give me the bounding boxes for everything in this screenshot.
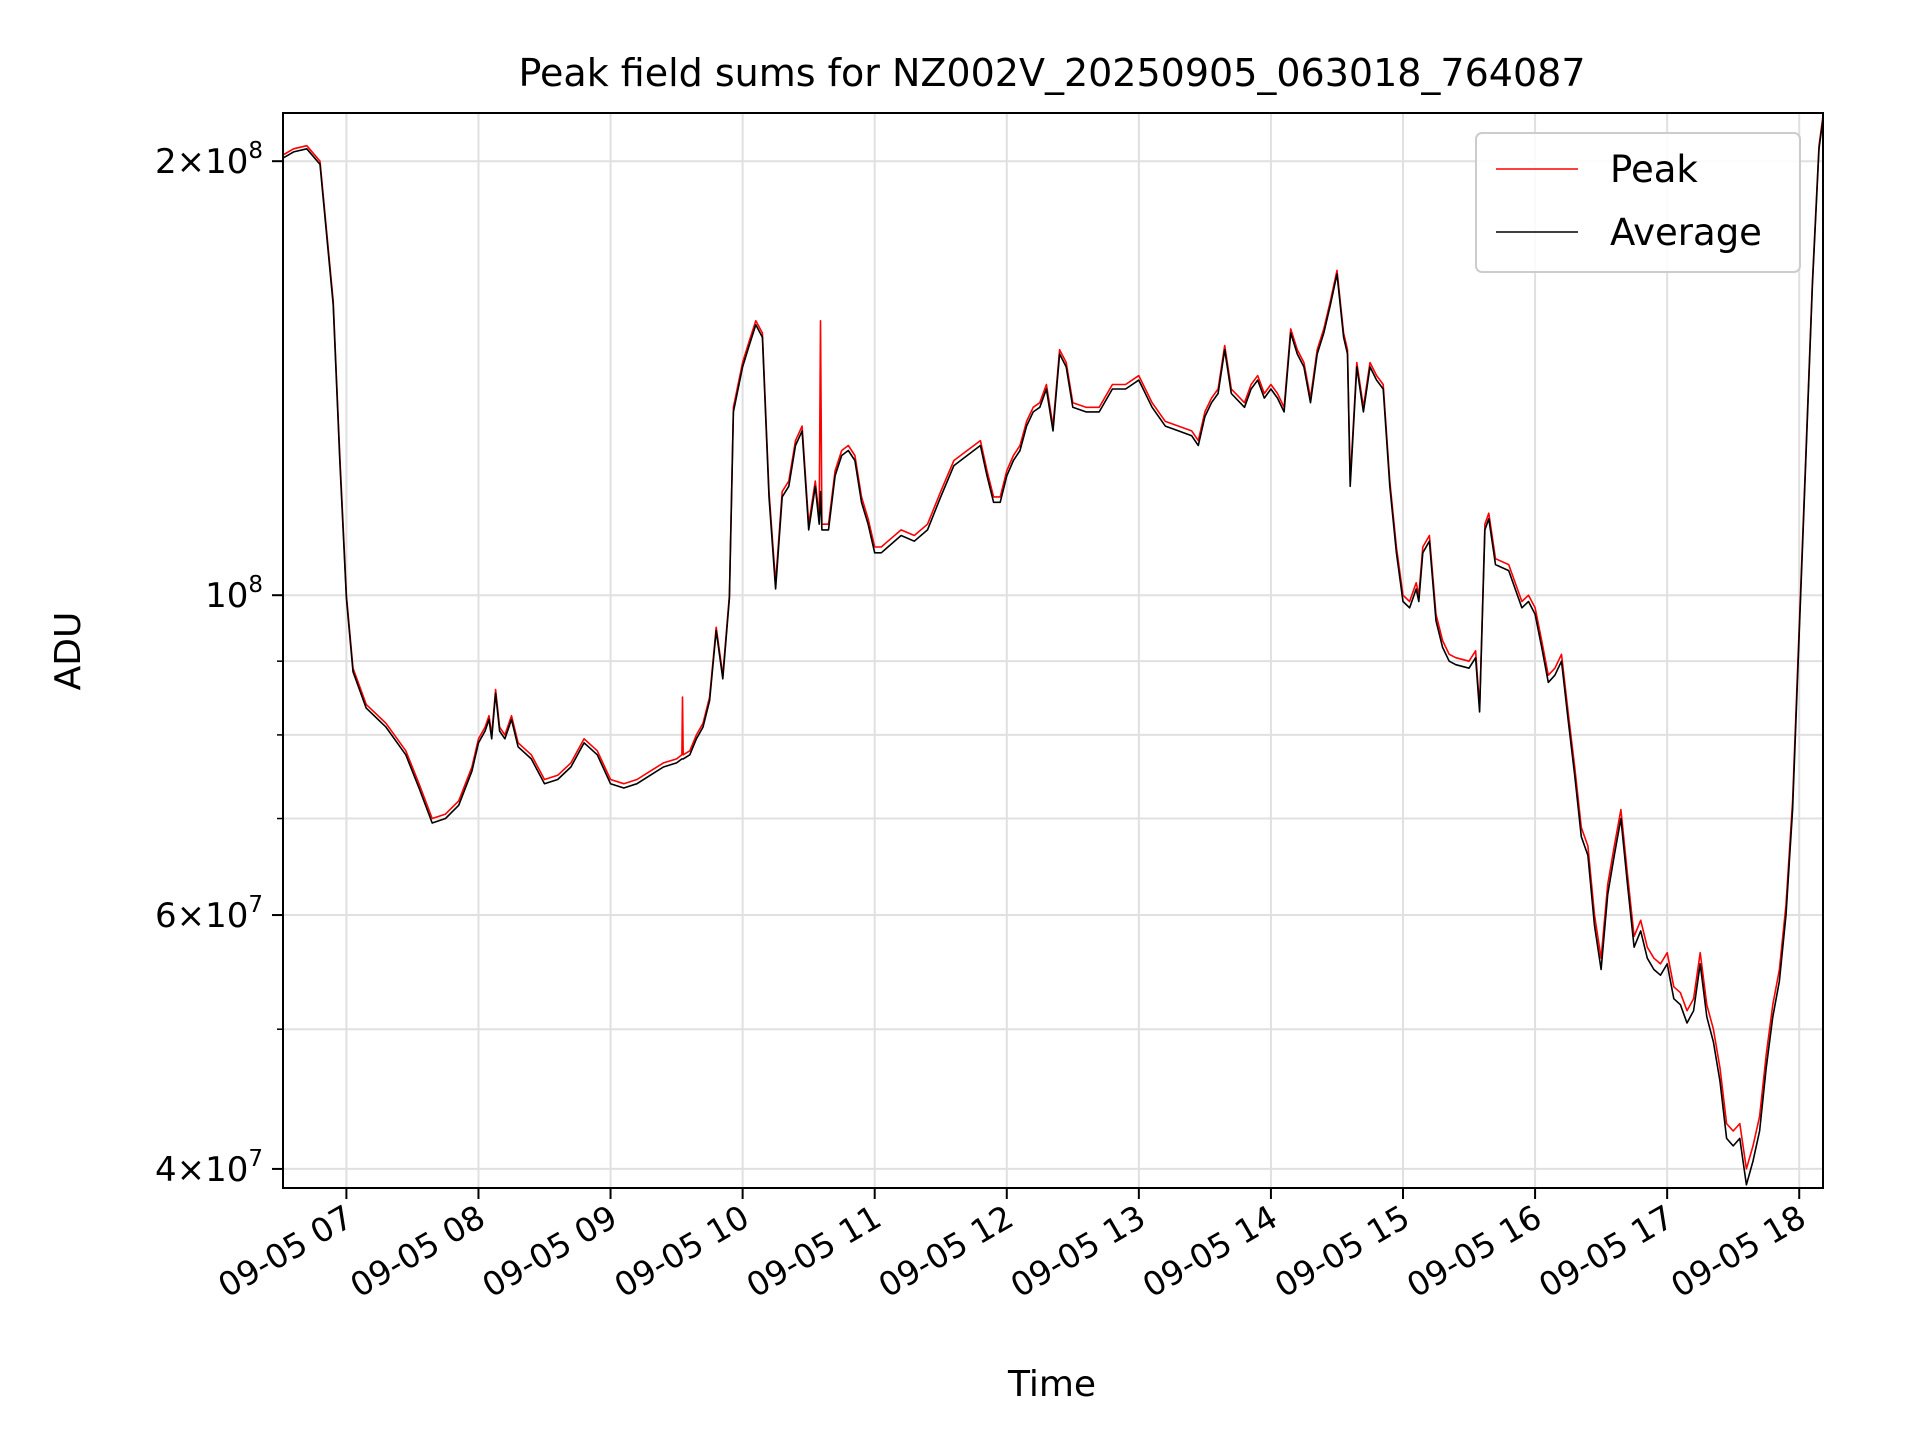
y-tick-times: × [177,142,206,182]
y-tick-exponent: 7 [248,892,263,918]
chart-title: Peak field sums for NZ002V_20250905_0630… [518,51,1585,95]
y-tick-mantissa: 2 [155,142,177,182]
x-axis-label: Time [1007,1364,1096,1405]
y-tick-exponent: 8 [248,138,263,164]
legend-label-peak: Peak [1610,148,1698,191]
plot-frame [282,112,1824,1189]
series-layer [282,115,1824,1186]
y-tick-base: 10 [205,142,248,182]
y-tick-times: × [177,1150,206,1190]
y-tick-mantissa: 4 [155,1150,177,1190]
y-tick-exponent: 8 [248,572,263,598]
legend-label-average: Average [1610,211,1762,254]
series-line-peak [282,115,1824,1170]
y-tick-base: 10 [205,1150,248,1190]
legend-box [1475,132,1801,273]
grid [283,113,1823,1188]
series-line-average [282,118,1824,1186]
y-axis-label: ADU [48,612,89,691]
y-tick-base: 10 [205,896,248,936]
y-tick-label: 4×107 [155,1146,263,1190]
y-tick-mantissa: 6 [155,896,177,936]
legend: Peak Average [1475,132,1801,273]
y-tick-times: × [177,896,206,936]
y-tick-base: 10 [205,576,248,616]
y-tick-label: 108 [205,572,263,616]
y-tick-label: 2×108 [155,138,263,182]
y-tick-label: 6×107 [155,892,263,936]
y-tick-exponent: 7 [248,1146,263,1172]
